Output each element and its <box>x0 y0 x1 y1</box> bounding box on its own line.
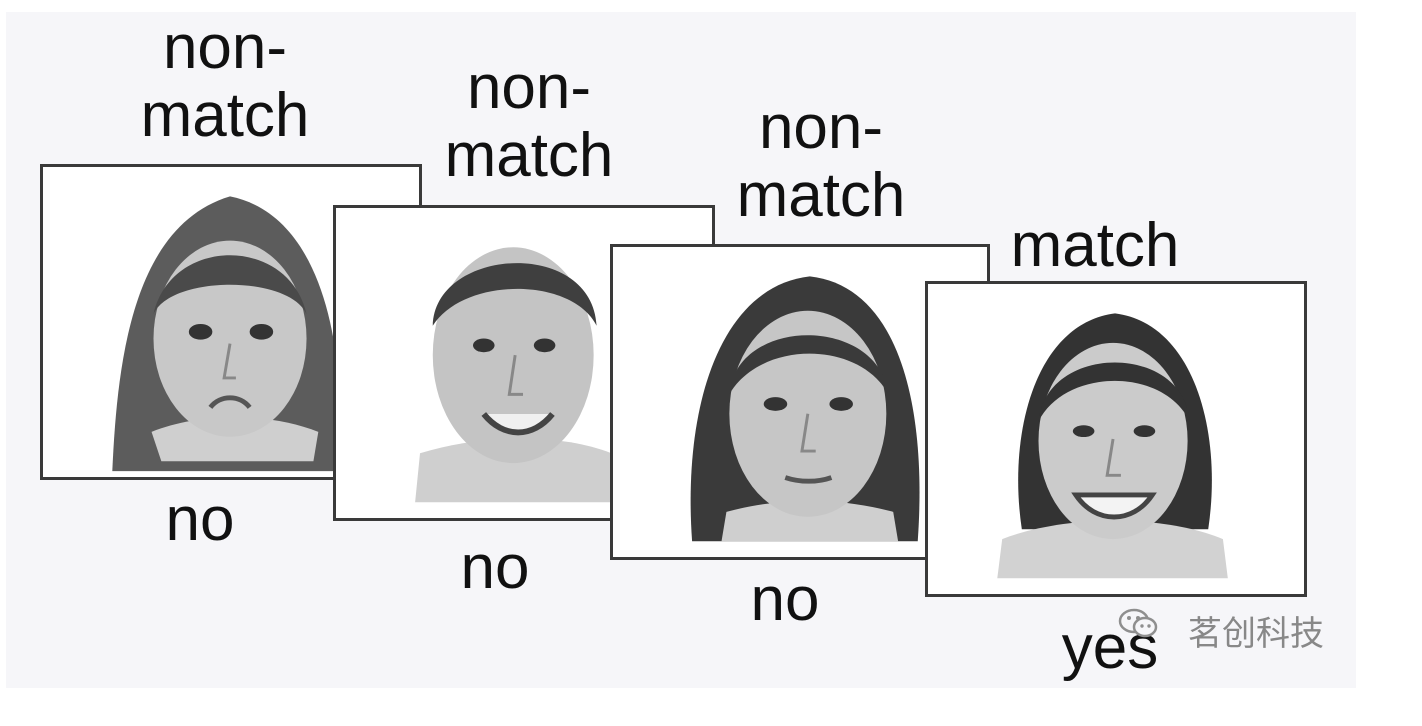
wechat-icon <box>1118 608 1158 638</box>
frame-3-bottom-label: no <box>750 565 820 634</box>
face-image-4 <box>997 313 1228 579</box>
frame-2-top-label: non- match <box>444 53 614 190</box>
face-image-1 <box>112 196 341 472</box>
face-image-2 <box>415 247 617 503</box>
watermark-text: 茗创科技 <box>1188 614 1324 654</box>
frame-1-top-label: non- match <box>140 13 310 150</box>
face-image-3 <box>690 276 920 542</box>
frame-4-top-label: match <box>1010 211 1180 280</box>
frame-1-bottom-label: no <box>165 485 235 554</box>
frame-3-top-label: non- match <box>736 93 906 230</box>
face-card-4 <box>925 281 1307 597</box>
frame-2-bottom-label: no <box>460 533 530 602</box>
